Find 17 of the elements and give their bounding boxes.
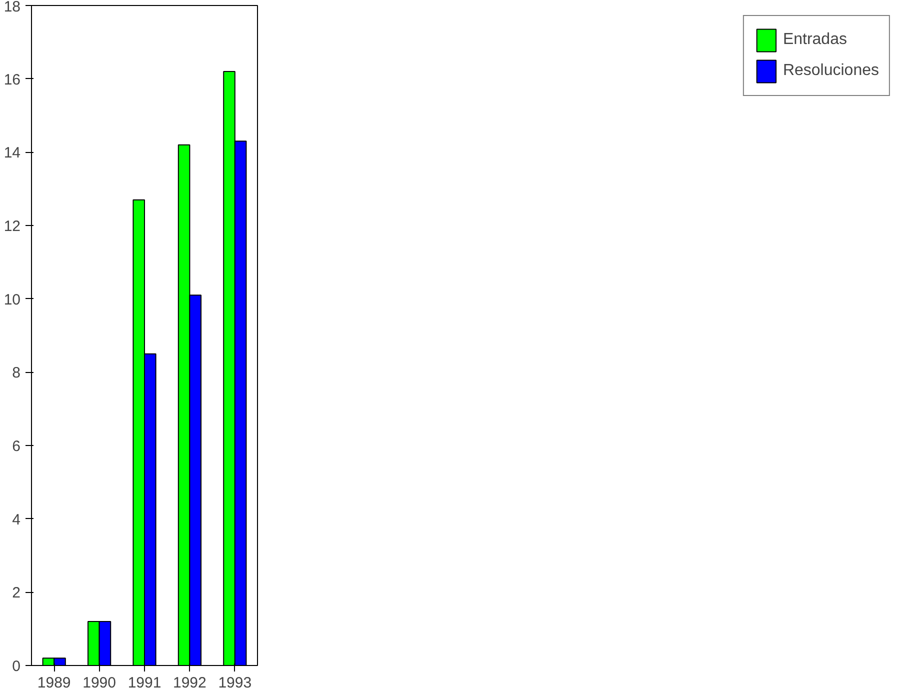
y-tick-label: 12	[4, 218, 21, 235]
x-tick-label: 1991	[128, 674, 162, 692]
y-tick-label: 6	[12, 438, 20, 455]
y-tick-label: 4	[12, 511, 20, 528]
y-tick-label: 2	[12, 584, 20, 602]
y-tick-label: 18	[4, 0, 21, 16]
x-tick-label: 1992	[173, 674, 206, 692]
y-tick-label: 0	[12, 658, 20, 675]
x-tick-label: 1989	[37, 674, 71, 692]
y-tick-label: 14	[4, 144, 21, 162]
y-tick-label: 16	[4, 71, 21, 88]
x-tick-label: 1990	[82, 674, 116, 692]
y-tick-label: 8	[12, 364, 20, 382]
y-tick-label: 10	[4, 291, 21, 308]
x-tick-label: 1993	[218, 674, 252, 692]
legend-label: Entradas	[782, 31, 847, 49]
legend-label: Resoluciones	[782, 62, 879, 80]
